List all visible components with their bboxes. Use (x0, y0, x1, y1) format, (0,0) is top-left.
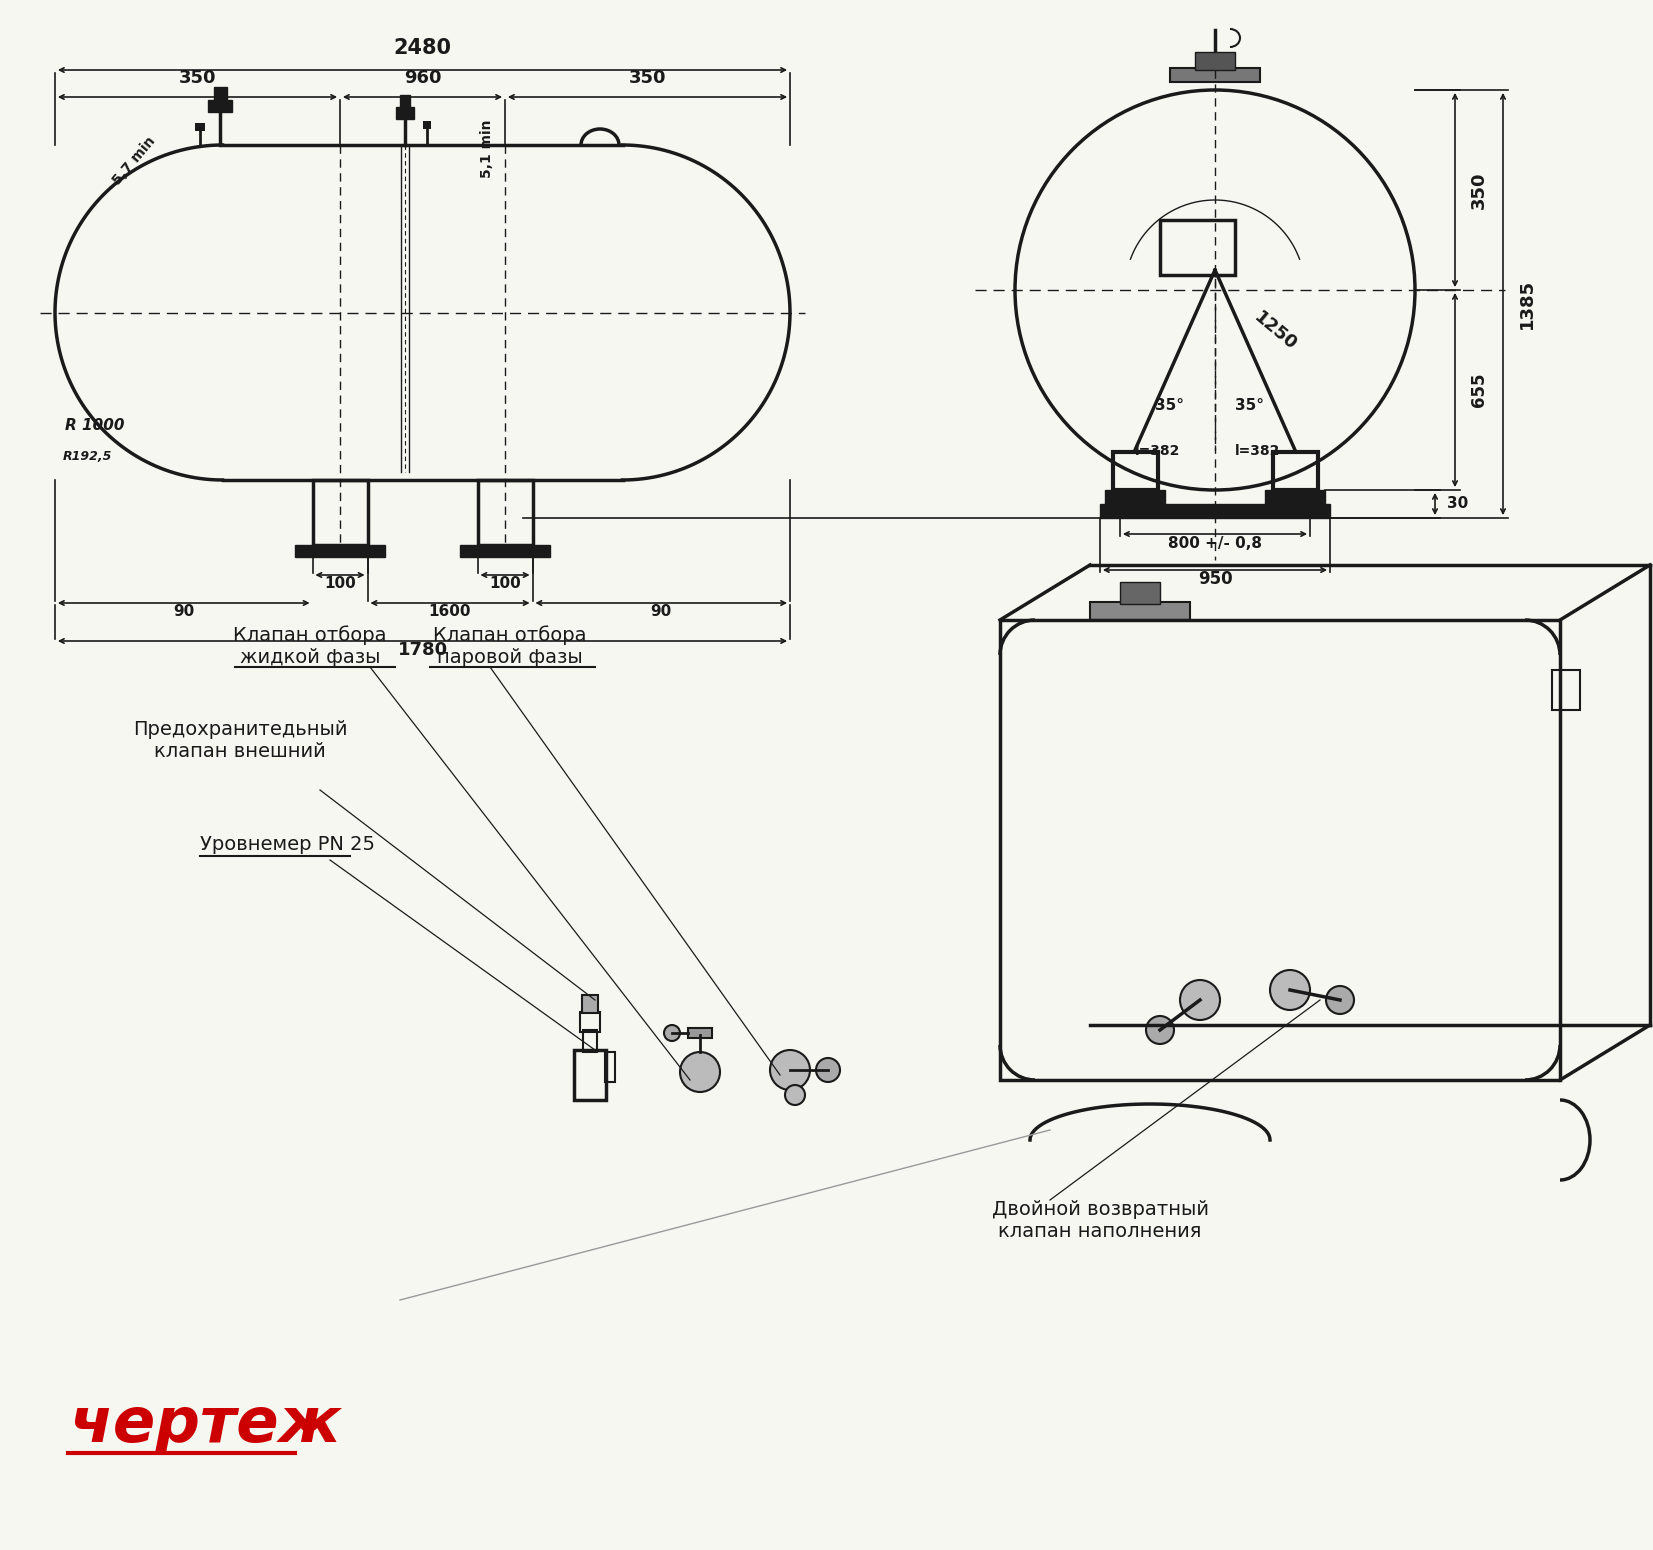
Bar (582, 995, 598, 1014)
Bar (1104, 490, 1165, 504)
Text: 2480: 2480 (393, 39, 451, 57)
Text: l=382: l=382 (1136, 443, 1180, 457)
Text: R192,5: R192,5 (63, 449, 112, 463)
Bar (1195, 53, 1235, 70)
Text: 800 +/- 0,8: 800 +/- 0,8 (1169, 536, 1261, 550)
Bar (1121, 581, 1160, 604)
Text: 100: 100 (324, 577, 355, 591)
Circle shape (665, 1025, 679, 1042)
Text: l=382: l=382 (1235, 443, 1281, 457)
Circle shape (1270, 970, 1309, 1011)
Text: 960: 960 (403, 70, 441, 87)
Bar (312, 480, 367, 546)
Bar (213, 87, 226, 101)
Bar (584, 1031, 597, 1052)
Bar (1099, 504, 1331, 518)
Bar (1273, 453, 1317, 490)
Bar (688, 1028, 712, 1038)
Bar (1000, 620, 1560, 1080)
Bar (195, 122, 205, 132)
Bar (1170, 68, 1260, 82)
Bar (478, 480, 532, 546)
Text: чертеж: чертеж (69, 1395, 341, 1455)
Text: 90: 90 (174, 604, 195, 618)
Bar (1160, 220, 1235, 274)
Bar (397, 107, 413, 119)
Text: 90: 90 (651, 604, 671, 618)
Circle shape (679, 1052, 721, 1093)
Text: 35°: 35° (1235, 398, 1265, 412)
Text: 1780: 1780 (397, 642, 448, 659)
Circle shape (1146, 1015, 1174, 1045)
Bar (460, 546, 550, 556)
Bar (1112, 453, 1157, 490)
Bar (1089, 601, 1190, 620)
Bar (294, 546, 385, 556)
Text: 1385: 1385 (1517, 279, 1536, 329)
Text: 1250: 1250 (1250, 308, 1299, 353)
Text: Клапан отбора
жидкой фазы: Клапан отбора жидкой фазы (233, 625, 387, 666)
Text: R 1000: R 1000 (64, 418, 124, 432)
Circle shape (770, 1049, 810, 1090)
Text: 30: 30 (1446, 496, 1468, 512)
Circle shape (1180, 980, 1220, 1020)
Text: 350: 350 (1470, 170, 1488, 209)
Text: 950: 950 (1198, 570, 1233, 587)
Circle shape (785, 1085, 805, 1105)
Bar (574, 1049, 607, 1100)
Text: 100: 100 (489, 577, 521, 591)
Bar (580, 1012, 600, 1032)
Text: 350: 350 (179, 70, 217, 87)
Text: 655: 655 (1470, 372, 1488, 408)
Text: Клапан отбора
паровой фазы: Клапан отбора паровой фазы (433, 625, 587, 666)
Text: Двойной возвратный
клапан наполнения: Двойной возвратный клапан наполнения (992, 1200, 1208, 1242)
Circle shape (1326, 986, 1354, 1014)
Bar (1265, 490, 1326, 504)
Text: 35°: 35° (1155, 398, 1184, 412)
Text: 350: 350 (628, 70, 666, 87)
Text: 1600: 1600 (428, 604, 471, 618)
Bar (605, 1052, 615, 1082)
Bar (423, 121, 431, 129)
Text: 5,7 min: 5,7 min (111, 135, 159, 188)
Text: Предохранитедьный
клапан внешний: Предохранитедьный клапан внешний (132, 721, 347, 761)
Bar (400, 95, 410, 109)
Bar (1552, 670, 1580, 710)
Circle shape (817, 1059, 840, 1082)
Bar (208, 101, 231, 112)
Text: Уровнемер PN 25: Уровнемер PN 25 (200, 835, 375, 854)
Text: 5,1 min: 5,1 min (479, 119, 494, 178)
